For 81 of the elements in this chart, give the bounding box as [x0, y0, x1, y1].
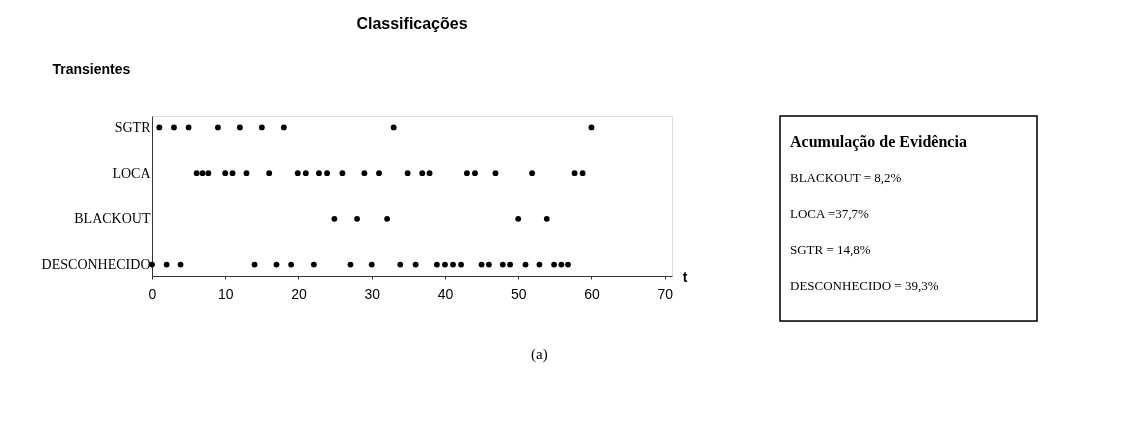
- point: [579, 170, 586, 177]
- x-tick-label: 30: [364, 285, 381, 302]
- point: [433, 261, 440, 268]
- point: [529, 170, 536, 177]
- point: [193, 170, 200, 177]
- point: [361, 170, 368, 177]
- point: [397, 261, 404, 268]
- x-tick-label: 50: [510, 285, 527, 302]
- point: [251, 261, 258, 268]
- point: [205, 170, 212, 177]
- y-tick-label: BLACKOUT: [74, 211, 151, 227]
- point: [258, 124, 265, 131]
- point: [331, 215, 338, 222]
- text: Acumulação de Evidência: [790, 133, 967, 151]
- point: [571, 170, 578, 177]
- point: [419, 170, 426, 177]
- point: [185, 124, 192, 131]
- point: [536, 261, 543, 268]
- x-tick-label: 40: [437, 285, 454, 302]
- y-tick-label: LOCA: [112, 165, 152, 181]
- point: [199, 170, 206, 177]
- point: [543, 215, 550, 222]
- y-tick-label: SGTR: [114, 119, 152, 135]
- point: [458, 261, 464, 268]
- text: (a): [531, 346, 548, 364]
- point: [450, 261, 456, 268]
- text: DESCONHECIDO = 39,3%: [790, 278, 939, 293]
- point: [485, 261, 492, 268]
- point: [515, 215, 522, 222]
- point: [280, 124, 287, 131]
- point: [354, 215, 360, 222]
- point: [215, 124, 221, 131]
- point: [236, 124, 243, 131]
- point: [376, 170, 382, 177]
- point: [565, 261, 571, 268]
- x-axis-title: t: [682, 268, 688, 285]
- point: [442, 261, 448, 268]
- y-tick-label: DESCONHECIDO: [41, 257, 151, 273]
- point: [492, 170, 499, 177]
- point: [478, 261, 485, 268]
- point: [551, 261, 557, 268]
- point: [390, 124, 397, 131]
- point: [347, 261, 354, 268]
- point: [163, 261, 170, 268]
- chart-title: Classificações: [356, 15, 468, 32]
- point: [384, 215, 391, 222]
- point: [156, 124, 163, 131]
- point: [404, 170, 411, 177]
- x-tick-label: 10: [217, 285, 234, 302]
- point: [171, 124, 177, 131]
- x-tick-label: 0: [148, 285, 157, 302]
- point: [273, 261, 280, 268]
- point: [324, 170, 330, 177]
- text: LOCA =37,7%: [790, 206, 869, 221]
- point: [464, 170, 470, 177]
- point: [288, 261, 295, 268]
- point: [266, 170, 273, 177]
- y-axis-title: Transientes: [52, 60, 131, 77]
- point: [472, 170, 478, 177]
- point: [507, 261, 514, 268]
- point: [426, 170, 433, 177]
- point: [339, 170, 346, 177]
- point: [412, 261, 419, 268]
- point: [368, 261, 375, 268]
- point: [222, 170, 229, 177]
- point: [316, 170, 322, 177]
- text: BLACKOUT = 8,2%: [790, 170, 902, 185]
- point: [243, 170, 250, 177]
- point: [229, 170, 236, 177]
- point: [310, 261, 317, 268]
- x-tick-label: 60: [584, 285, 600, 302]
- point: [302, 170, 309, 177]
- point: [294, 170, 301, 177]
- x-tick-label: 20: [291, 285, 307, 302]
- point: [499, 261, 506, 268]
- point: [558, 261, 565, 268]
- x-tick-label: 70: [657, 285, 674, 302]
- text: SGTR = 14,8%: [790, 242, 871, 257]
- point: [588, 124, 595, 131]
- point: [522, 261, 529, 268]
- point: [177, 261, 184, 268]
